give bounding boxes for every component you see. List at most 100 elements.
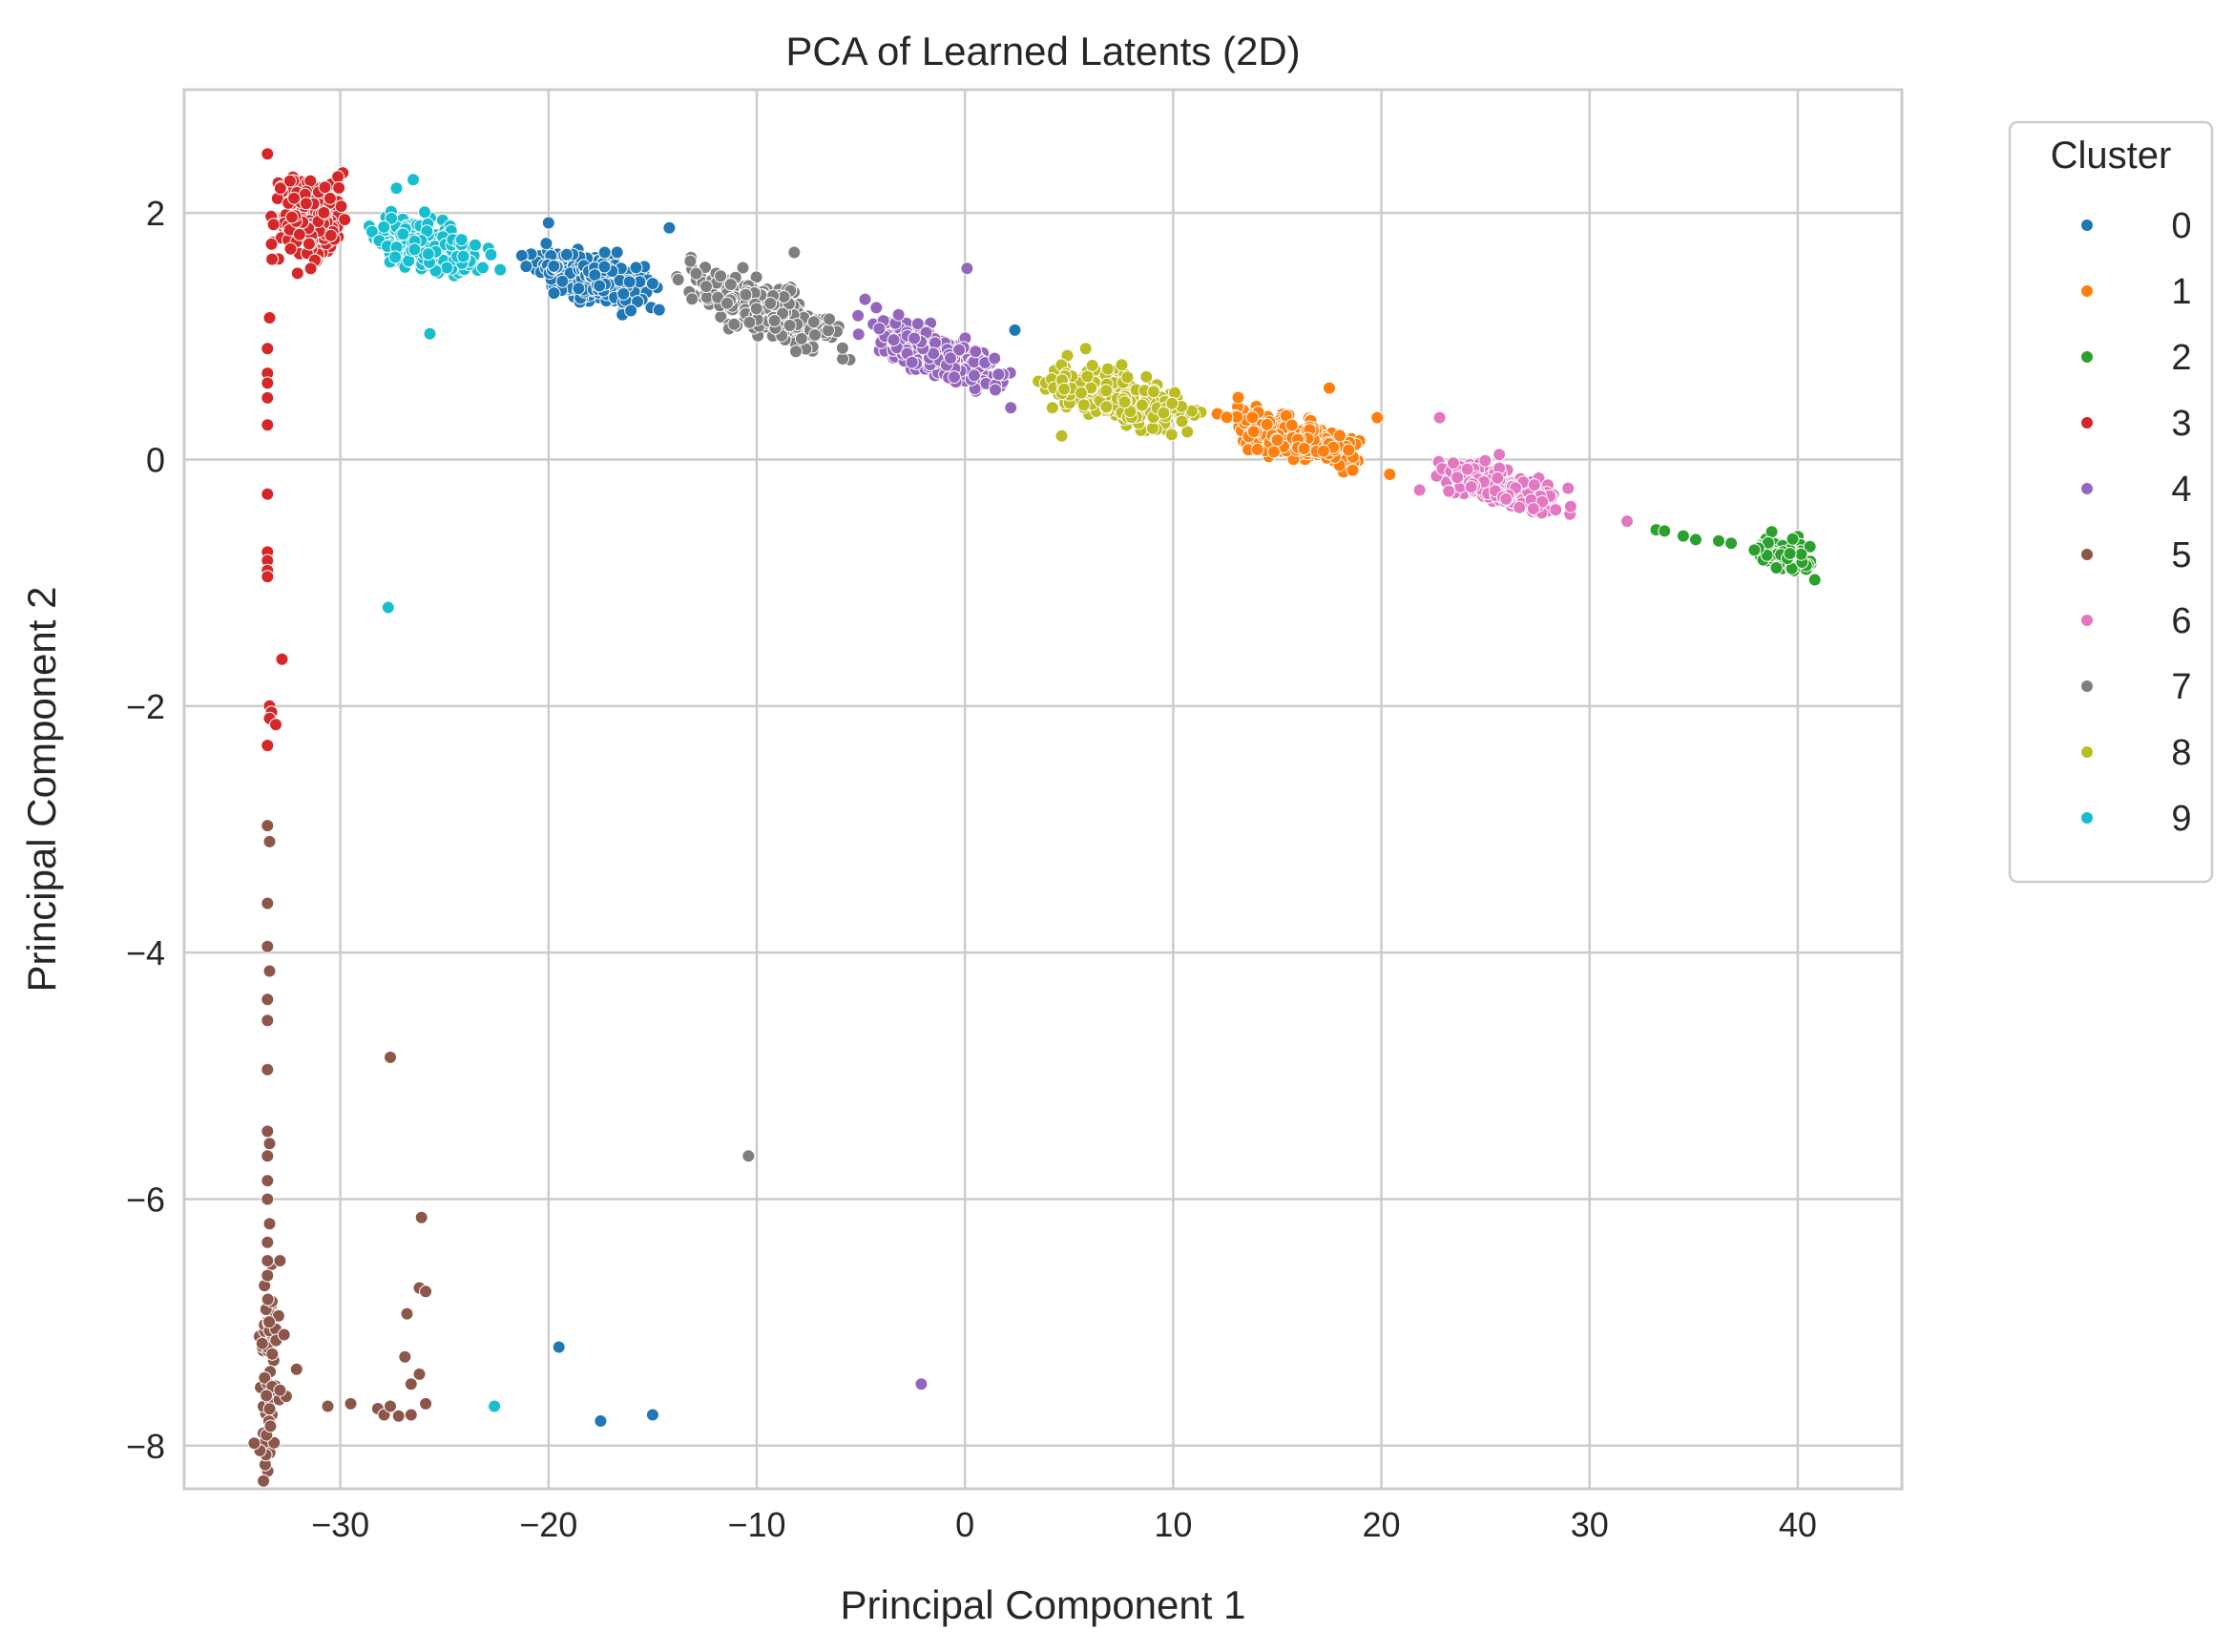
data-point <box>261 1292 275 1307</box>
series-cluster-1 <box>1210 381 1397 481</box>
points-layer <box>247 147 1822 1488</box>
legend-marker <box>2080 350 2094 364</box>
data-point <box>872 322 887 336</box>
data-point <box>789 345 803 359</box>
data-point <box>914 1377 929 1391</box>
data-point <box>908 331 922 345</box>
data-point <box>1689 533 1702 547</box>
data-point <box>652 303 666 317</box>
data-point <box>742 315 757 329</box>
data-point <box>1526 502 1540 515</box>
data-point <box>261 1014 275 1028</box>
data-point <box>887 333 901 347</box>
data-point <box>440 261 454 275</box>
data-point <box>1527 478 1541 492</box>
data-point <box>1078 342 1093 356</box>
data-point <box>1057 382 1072 396</box>
data-point <box>1284 418 1299 432</box>
data-point <box>787 245 802 260</box>
data-point <box>257 1474 271 1488</box>
x-tick-label: 20 <box>1363 1505 1401 1544</box>
data-point <box>407 173 420 187</box>
legend-item-9: 9 <box>2080 799 2192 839</box>
data-point <box>1245 410 1260 425</box>
data-point <box>1316 444 1330 458</box>
legend-label: 1 <box>2171 272 2191 312</box>
data-point <box>767 314 782 327</box>
legend-label: 2 <box>2171 338 2191 378</box>
data-point <box>323 191 337 205</box>
data-point <box>736 261 750 275</box>
x-tick-label: 0 <box>955 1505 974 1544</box>
series-cluster-0 <box>514 216 1022 1428</box>
data-point <box>1794 547 1808 561</box>
data-point <box>264 237 279 251</box>
data-point <box>262 834 277 848</box>
data-point <box>255 1336 269 1350</box>
data-point <box>1769 561 1784 575</box>
data-point <box>1783 547 1797 560</box>
data-point <box>622 275 637 289</box>
data-point <box>1075 386 1088 400</box>
data-point <box>1432 410 1447 425</box>
data-point <box>262 964 277 978</box>
data-point <box>275 652 289 666</box>
data-point <box>261 1192 275 1206</box>
data-point <box>265 252 280 266</box>
data-point <box>1460 462 1474 476</box>
legend-item-3: 3 <box>2080 404 2192 444</box>
legend-item-7: 7 <box>2080 667 2192 707</box>
y-tick-label: −2 <box>126 687 165 726</box>
data-point <box>1008 323 1022 337</box>
data-point <box>384 1050 397 1064</box>
data-point <box>1451 471 1465 485</box>
data-point <box>699 280 713 294</box>
data-point <box>261 896 275 910</box>
data-point <box>414 1210 428 1224</box>
data-point <box>318 180 332 195</box>
data-point <box>1447 456 1460 471</box>
data-point <box>858 292 872 306</box>
data-point <box>263 1419 278 1433</box>
data-point <box>629 261 643 275</box>
data-point <box>273 1383 287 1397</box>
data-point <box>262 1137 277 1151</box>
data-point <box>400 1307 414 1321</box>
data-point <box>261 570 275 584</box>
data-point <box>1165 396 1180 410</box>
legend-label: 3 <box>2171 404 2191 444</box>
data-point <box>1099 384 1114 398</box>
data-point <box>519 260 533 274</box>
data-point <box>419 1285 433 1299</box>
data-point <box>258 1370 272 1385</box>
data-point <box>273 181 287 196</box>
data-point <box>645 277 659 291</box>
y-tick-label: 0 <box>146 440 165 479</box>
data-point <box>338 213 352 227</box>
data-point <box>1323 381 1336 395</box>
data-point <box>284 210 299 224</box>
data-point <box>344 1396 358 1411</box>
data-point <box>1535 494 1550 509</box>
data-point <box>910 317 925 331</box>
data-point <box>1115 358 1129 372</box>
legend-marker <box>2080 548 2094 561</box>
data-point <box>989 383 1002 397</box>
data-point <box>1383 468 1397 481</box>
data-point <box>266 218 281 232</box>
data-point <box>593 279 607 293</box>
data-point <box>1145 421 1159 435</box>
data-point <box>324 228 338 242</box>
data-point <box>1246 425 1261 439</box>
data-point <box>1346 463 1360 477</box>
y-tick-label: 2 <box>146 194 165 233</box>
data-point <box>1164 428 1179 442</box>
data-point <box>1250 442 1264 456</box>
data-point <box>1803 539 1817 554</box>
data-point <box>1658 524 1672 538</box>
data-point <box>287 191 302 205</box>
x-axis-label: Principal Component 1 <box>841 1582 1246 1627</box>
legend-items: 0 1 2 3 4 5 6 7 8 9 <box>2080 206 2192 839</box>
data-point <box>1260 417 1274 431</box>
